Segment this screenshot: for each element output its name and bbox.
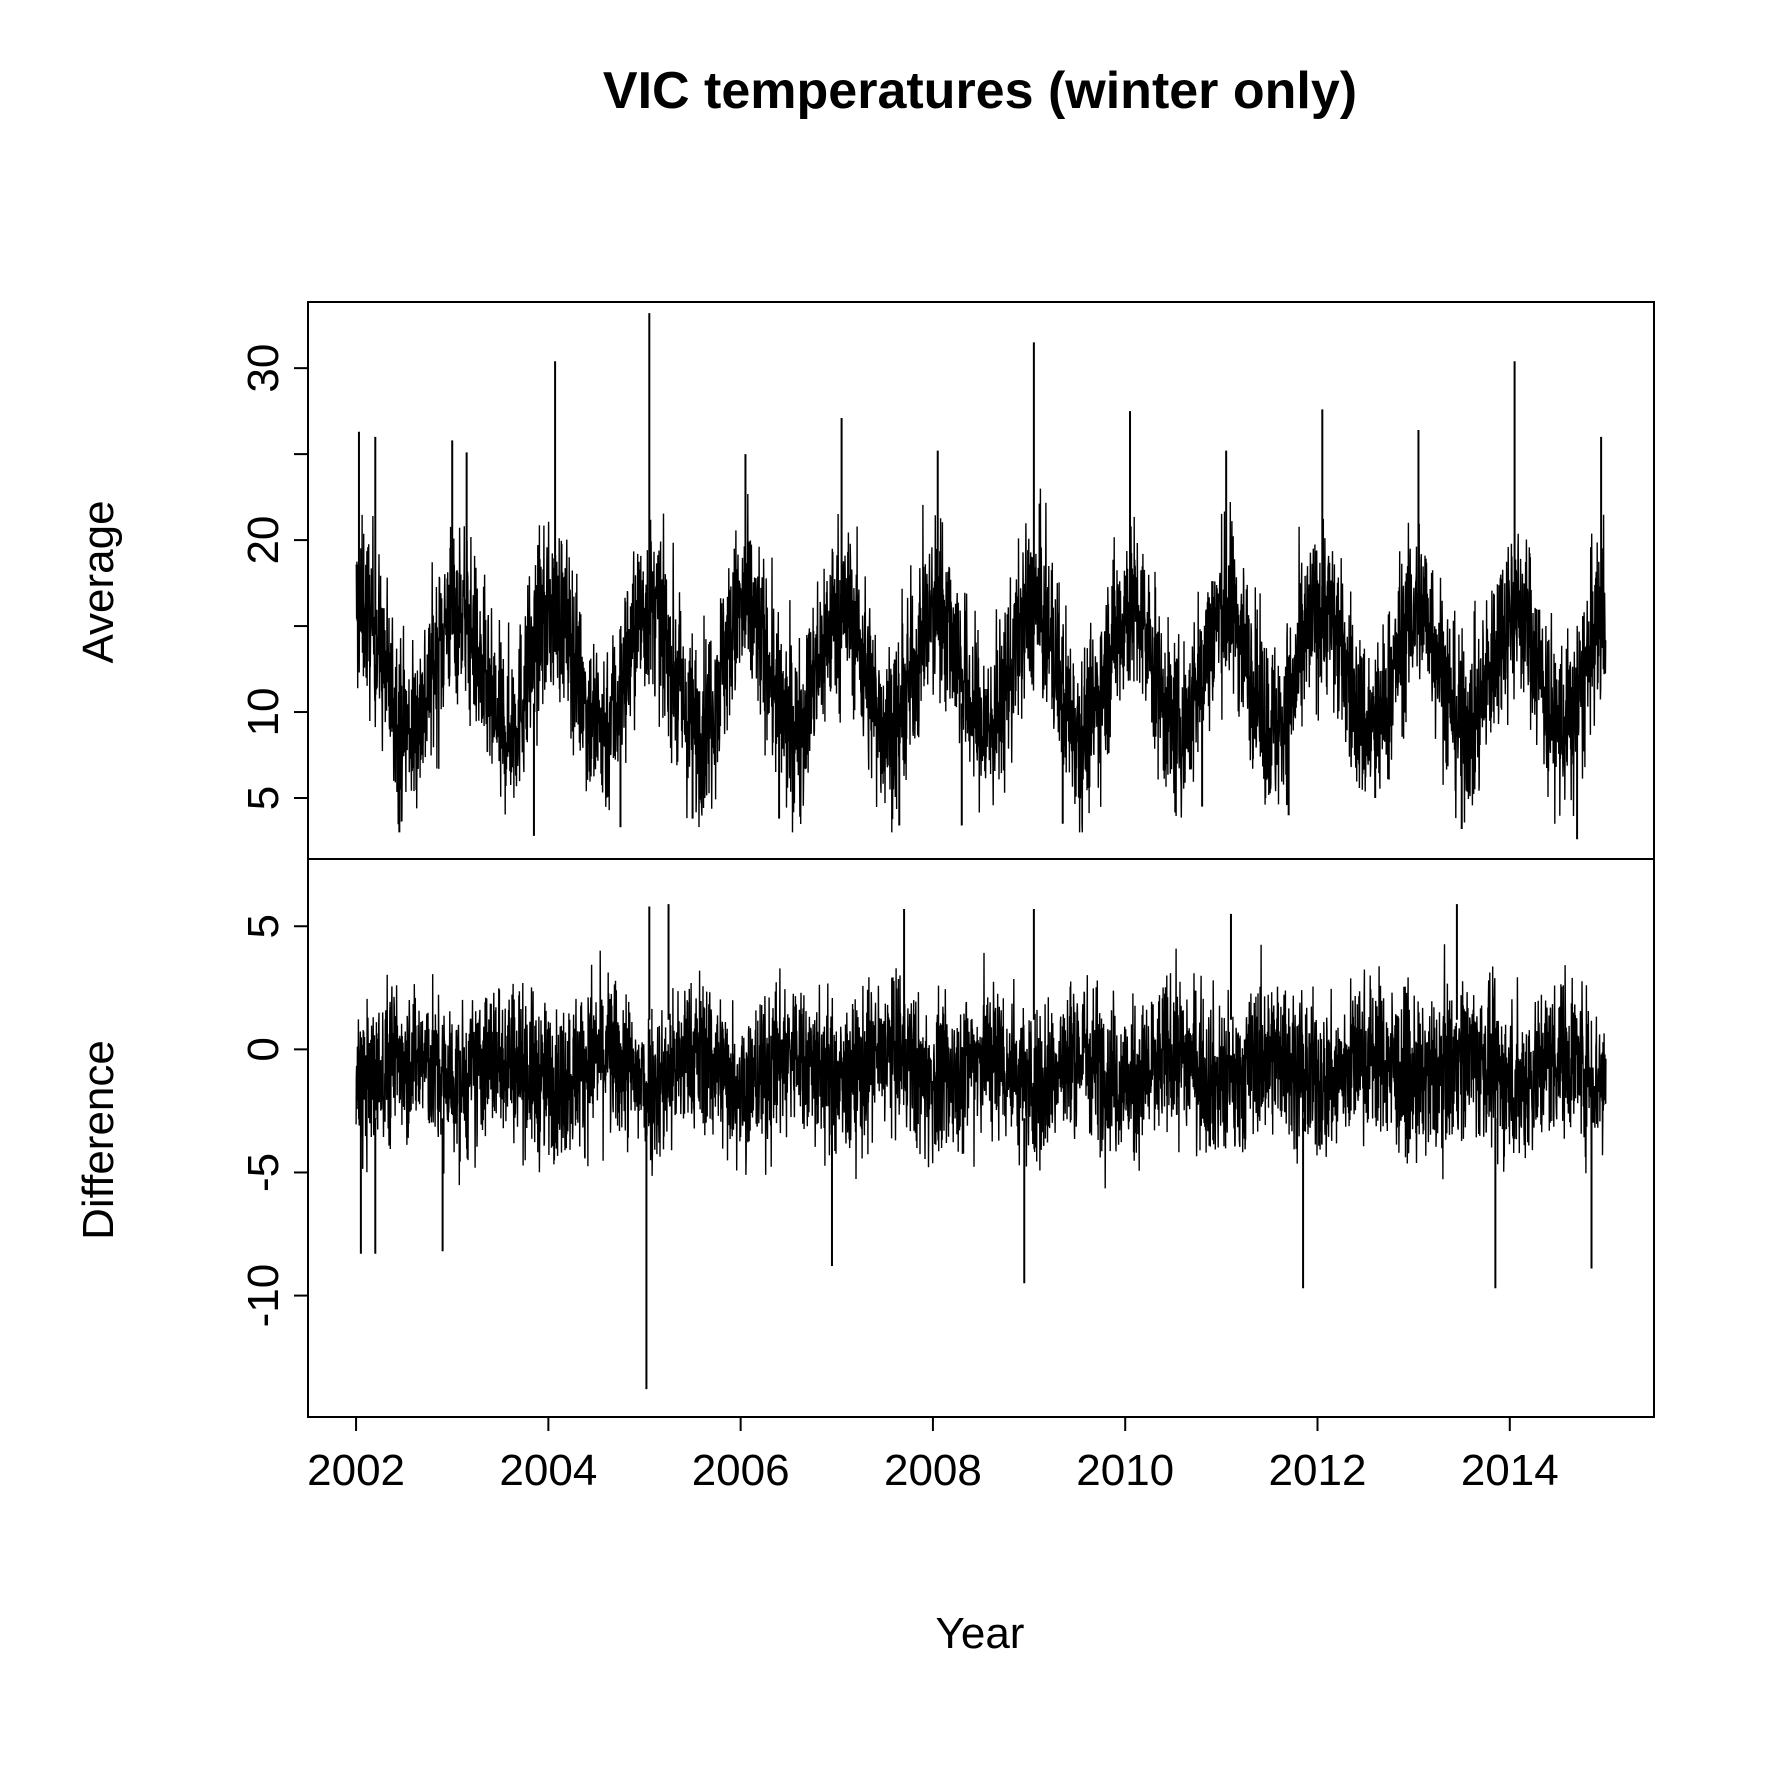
x-axis-label: Year <box>936 1609 1025 1658</box>
panel-difference-y-tick-label: 5 <box>239 914 288 938</box>
x-tick-label: 2004 <box>499 1446 597 1495</box>
x-tick-label: 2010 <box>1076 1446 1174 1495</box>
x-tick-label: 2012 <box>1269 1446 1367 1495</box>
panel-difference-y-tick-label: -5 <box>239 1153 288 1192</box>
series-layer <box>355 313 1607 1390</box>
panel-average-y-tick-label: 5 <box>239 786 288 810</box>
x-tick-label: 2002 <box>307 1446 405 1495</box>
panel-average-ylabel: Average <box>74 500 123 663</box>
panel-difference-ylabel: Difference <box>74 1040 123 1240</box>
panel-difference-y-tick-label: 0 <box>239 1037 288 1061</box>
x-tick-label: 2008 <box>884 1446 982 1495</box>
panel-difference-frame <box>307 858 1655 1418</box>
x-tick-label: 2006 <box>692 1446 790 1495</box>
panel-difference-series-line <box>355 944 1607 1189</box>
chart-title: VIC temperatures (winter only) <box>603 62 1357 120</box>
panel-average-y-tick-label: 20 <box>239 516 288 565</box>
panel-average-y-tick-label: 30 <box>239 344 288 393</box>
panel-average-series-line <box>355 488 1607 833</box>
panel-difference-y-tick-label: -10 <box>239 1264 288 1328</box>
panel-average-y-tick-label: 10 <box>239 688 288 737</box>
x-tick-label: 2014 <box>1461 1446 1559 1495</box>
ticks-layer: 2002 2004 2006 2008 2010 2012 2014 5 10 20 30 5 0 -5 -… <box>239 344 1559 1495</box>
